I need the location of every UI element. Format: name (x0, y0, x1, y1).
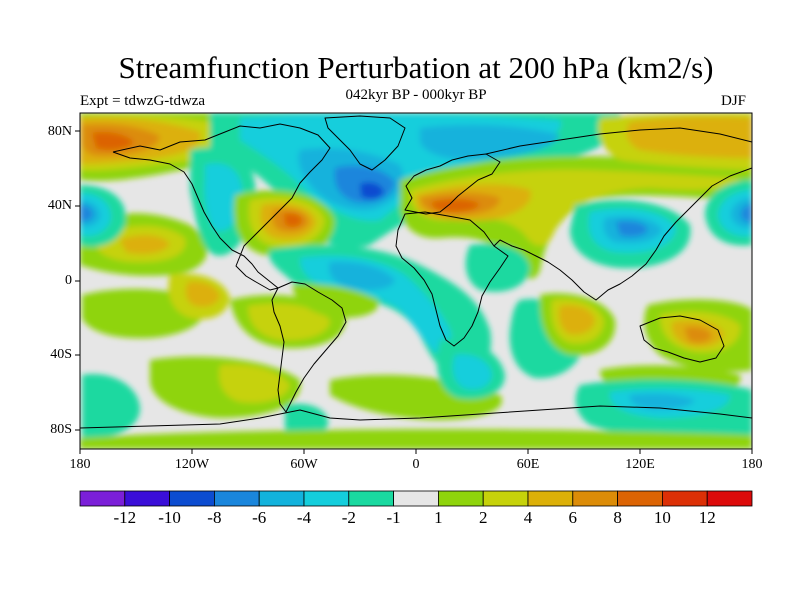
lon-label-60w: 60W (290, 457, 318, 472)
colorbar-label: -6 (252, 508, 267, 527)
coast-antarctica (80, 405, 752, 429)
colorbar-label: 12 (698, 508, 716, 527)
colorbar-label: 4 (523, 508, 533, 527)
coast-europe (404, 153, 501, 215)
coast-australia (639, 315, 725, 363)
colorbar-swatch (572, 490, 618, 507)
contour-field (80, 113, 752, 449)
colorbar-swatch (706, 490, 753, 507)
map-ticks (75, 130, 753, 454)
colorbar-label: -4 (296, 508, 312, 527)
colorbar (79, 490, 753, 507)
contour-region (616, 220, 648, 237)
colorbar-swatch (303, 490, 350, 507)
contour-region (684, 326, 712, 343)
contour-region (120, 235, 170, 254)
lon-label-180e: 180 (741, 457, 763, 472)
colorbar-label: 6 (568, 508, 578, 527)
colorbar-swatch (527, 490, 574, 507)
lon-label-60e: 60E (516, 457, 540, 472)
colorbar-label: 1 (434, 508, 443, 527)
colorbar-swatch (393, 490, 439, 507)
experiment-label: Expt = tdwzG-tdwza (80, 93, 206, 109)
season-label: DJF (721, 93, 747, 109)
coast-africa (395, 211, 509, 347)
colorbar-swatch (437, 490, 484, 507)
colorbar-label: 8 (613, 508, 622, 527)
contour-region (92, 132, 134, 150)
colorbar-swatch (348, 490, 394, 507)
coastlines (80, 115, 752, 429)
lat-label-80n: 80N (47, 124, 72, 139)
lon-label-120e: 120E (625, 457, 655, 472)
contour-region (559, 305, 595, 335)
lat-label-40s: 40S (50, 347, 72, 362)
contour-region (80, 429, 752, 449)
contour-region (626, 116, 752, 158)
lat-label-40n: 40N (47, 198, 72, 213)
lon-label-0: 0 (412, 457, 420, 472)
coast-north-america (112, 123, 331, 291)
colorbar-label: -12 (113, 508, 137, 527)
coast-greenland (324, 115, 406, 171)
contour-region (329, 261, 395, 290)
contour-region (284, 213, 303, 227)
colorbar-swatch (169, 490, 215, 507)
lat-label-80s: 80S (50, 422, 72, 437)
contour-region (740, 204, 752, 223)
contour-region (80, 205, 94, 222)
coast-south-america (271, 281, 347, 413)
period-label: 042kyr BP - 000kyr BP (345, 87, 487, 103)
colorbar-label: -8 (207, 508, 222, 527)
colorbar-swatch (482, 490, 529, 507)
lon-label-120w: 120W (174, 457, 210, 472)
lon-label-180w: 180 (69, 457, 91, 472)
contour-region (465, 243, 530, 292)
contour-region (629, 393, 695, 410)
colorbar-label: -1 (386, 508, 401, 527)
contour-region (360, 182, 384, 200)
colorbar-swatch (79, 490, 126, 507)
colorbar-label: 10 (653, 508, 671, 527)
coast-asia (485, 127, 752, 301)
contour-region (248, 303, 330, 341)
contour-region (82, 374, 140, 439)
colorbar-swatch (258, 490, 305, 507)
colorbar-label: -10 (158, 508, 181, 527)
contour-region (219, 364, 290, 403)
contour-region (185, 281, 220, 307)
lat-label-equator: 0 (65, 273, 72, 288)
colorbar-swatch (617, 490, 663, 507)
map-title: Streamfunction Perturbation at 200 hPa (… (118, 50, 714, 85)
colorbar-swatch (662, 490, 708, 507)
contour-region (292, 284, 379, 318)
contour-region (204, 163, 243, 232)
colorbar-label: 2 (478, 508, 488, 527)
contour-region (420, 124, 560, 160)
colorbar-label: -2 (341, 508, 356, 527)
colorbar-swatch (124, 490, 171, 507)
colorbar-swatch (213, 490, 260, 507)
contour-region (452, 354, 492, 390)
